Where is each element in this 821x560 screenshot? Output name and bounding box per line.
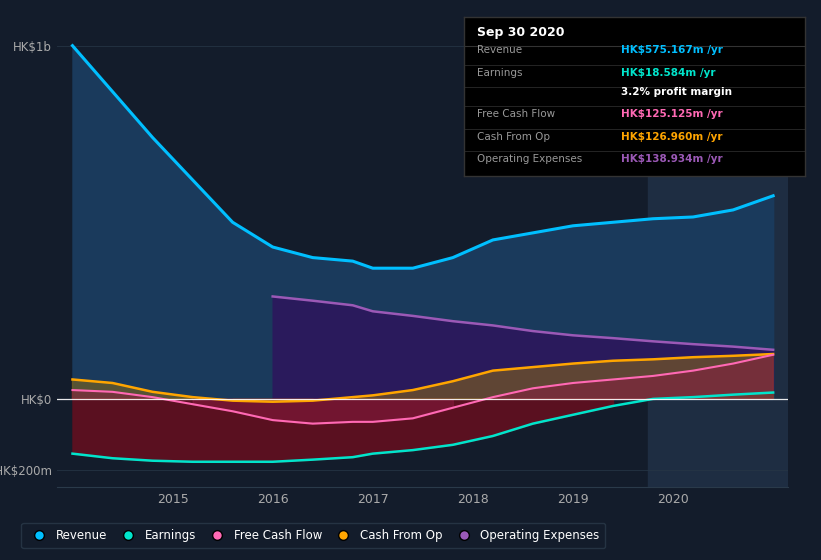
Text: HK$125.125m /yr: HK$125.125m /yr xyxy=(621,109,722,119)
Text: HK$126.960m /yr: HK$126.960m /yr xyxy=(621,132,722,142)
Text: Free Cash Flow: Free Cash Flow xyxy=(478,109,556,119)
Bar xyxy=(648,28,788,487)
Text: HK$575.167m /yr: HK$575.167m /yr xyxy=(621,45,722,55)
Legend: Revenue, Earnings, Free Cash Flow, Cash From Op, Operating Expenses: Revenue, Earnings, Free Cash Flow, Cash … xyxy=(21,523,605,548)
Text: HK$138.934m /yr: HK$138.934m /yr xyxy=(621,154,722,164)
Text: Sep 30 2020: Sep 30 2020 xyxy=(478,26,565,39)
Text: Revenue: Revenue xyxy=(478,45,523,55)
Text: HK$18.584m /yr: HK$18.584m /yr xyxy=(621,68,715,78)
Text: Earnings: Earnings xyxy=(478,68,523,78)
Text: 3.2% profit margin: 3.2% profit margin xyxy=(621,87,732,97)
Text: Cash From Op: Cash From Op xyxy=(478,132,551,142)
Text: Operating Expenses: Operating Expenses xyxy=(478,154,583,164)
